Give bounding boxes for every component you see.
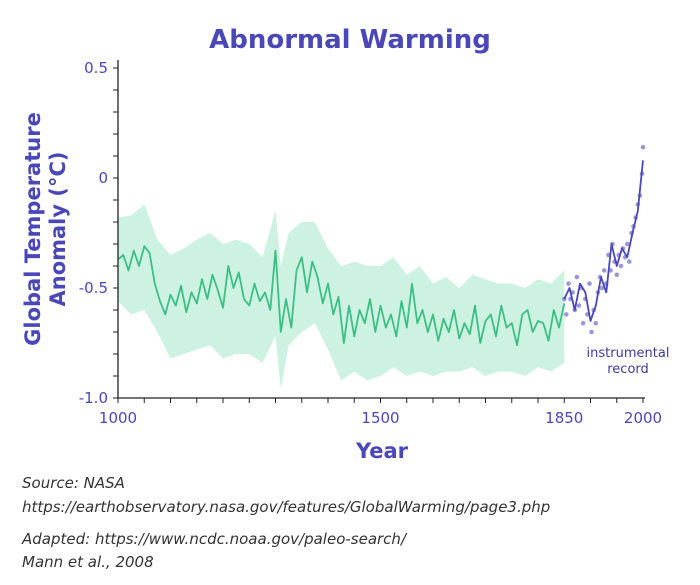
instrumental-line	[563, 160, 644, 322]
y-axis-label-line-1: Global Temperature	[21, 112, 45, 346]
instrumental-point	[589, 329, 594, 335]
y-axis-label-line-2: Anomaly (°C)	[46, 152, 70, 307]
plot-area	[117, 144, 646, 390]
x-axis-label: Year	[355, 439, 409, 463]
x-tick-label: 1500	[361, 409, 399, 427]
uncertainty-band	[118, 204, 565, 390]
x-tick-labels: 1000 1500 1850 2000	[99, 409, 662, 427]
instrumental-point	[574, 274, 580, 280]
axes: 0.5 0 -0.5 -1.0 1000 1500 1850 2000	[79, 59, 662, 427]
instrumental-point	[566, 281, 571, 286]
reconstruction-line	[117, 245, 566, 347]
instrumental-point	[564, 312, 569, 317]
instrumental-point	[618, 263, 624, 269]
instrumental-point	[576, 303, 582, 308]
x-tick-label: 2000	[624, 409, 662, 427]
y-tick-label: -1.0	[79, 389, 108, 407]
annotation-line-1: instrumental	[587, 346, 670, 361]
instrumental-point	[614, 272, 620, 278]
y-tick-label: 0.5	[84, 59, 108, 77]
instrumental-point	[640, 144, 646, 150]
instrumental-point	[625, 241, 630, 247]
y-tick-label: 0	[98, 169, 108, 187]
citation: Mann et al., 2008	[22, 553, 154, 571]
y-minor-ticks	[113, 67, 118, 399]
source-label: Source: NASA	[22, 474, 125, 492]
y-tick-label: -0.5	[79, 279, 108, 297]
source-url: https://earthobservatory.nasa.gov/featur…	[22, 498, 551, 516]
chart-title: Abnormal Warming	[209, 25, 491, 55]
instrumental-point	[587, 281, 592, 286]
x-minor-ticks	[117, 398, 644, 403]
x-tick-label: 1850	[545, 409, 583, 427]
instrumental-point	[627, 259, 632, 264]
instrumental-record-annotation: instrumental record	[587, 346, 670, 377]
adapted-line: Adapted: https://www.ncdc.noaa.gov/paleo…	[22, 530, 406, 548]
y-axis-label: Global Temperature Anomaly (°C)	[21, 112, 70, 346]
instrumental-point	[601, 268, 607, 273]
chart: Abnormal Warming 0.5 0 -0.5 -1.0 1000 1500 18…	[21, 25, 670, 463]
y-tick-labels: 0.5 0 -0.5 -1.0	[79, 59, 108, 407]
instrumental-point	[580, 320, 586, 326]
annotation-line-2: record	[607, 362, 649, 377]
instrumental-point	[593, 320, 599, 326]
instrumental-point	[599, 285, 605, 291]
x-tick-label: 1000	[99, 409, 137, 427]
